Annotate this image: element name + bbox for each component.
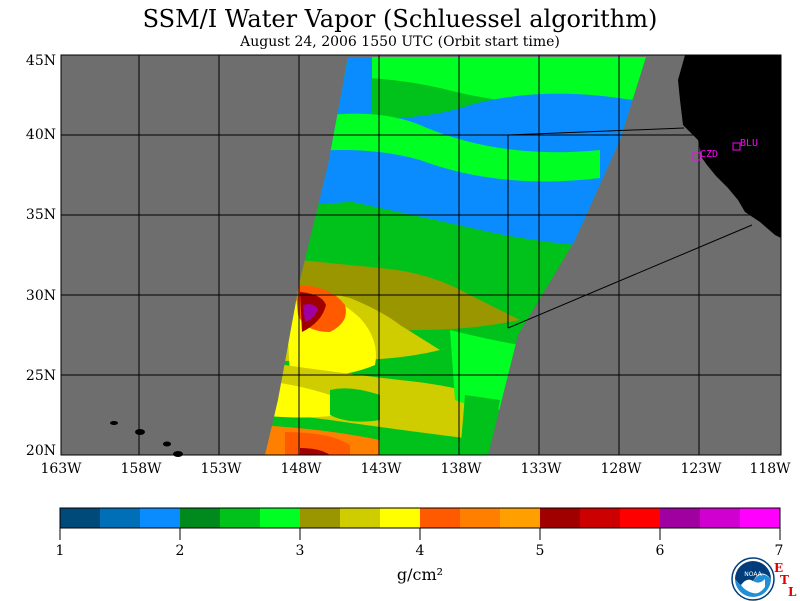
sector-outline: [507, 127, 753, 329]
hawaiian-islands: [110, 421, 183, 457]
colorbar-tick-3: 3: [295, 543, 305, 559]
noaa-logo-text: NOAA: [744, 571, 762, 578]
colorbar-tick-1: 1: [55, 543, 65, 559]
colorbar-swatch: [300, 508, 341, 528]
etl-letter-e: E: [774, 561, 784, 575]
colorbar-tick-6: 6: [655, 543, 665, 559]
lat-lon-grid: [61, 55, 781, 455]
colorbar-units: g/cm²: [396, 565, 444, 584]
lon-label-158w: 158W: [120, 461, 162, 477]
map-title: SSM/I Water Vapor (Schluessel algorithm): [142, 5, 658, 33]
lat-label-35n: 35N: [25, 207, 56, 223]
colorbar-tick-4: 4: [415, 543, 425, 559]
colorbar-swatch: [580, 508, 621, 528]
colorbar-swatch: [380, 508, 421, 528]
lon-label-153w: 153W: [200, 461, 242, 477]
lat-label-30n: 30N: [25, 288, 56, 304]
noaa-logo: NOAA: [731, 557, 775, 601]
lon-label-138w: 138W: [440, 461, 482, 477]
colorbar-swatch: [220, 508, 261, 528]
station-czd-label: CZD: [700, 149, 718, 160]
colorbar-swatch: [60, 508, 101, 528]
colorbar-tick-2: 2: [175, 543, 185, 559]
colorbar-swatch: [100, 508, 141, 528]
map-subtitle: August 24, 2006 1550 UTC (Orbit start ti…: [240, 34, 560, 50]
colorbar: [59, 508, 781, 540]
colorbar-swatch: [500, 508, 541, 528]
lon-label-133w: 133W: [520, 461, 562, 477]
colorbar-swatch: [260, 508, 301, 528]
lat-label-45n: 45N: [25, 53, 56, 69]
colorbar-frame: [59, 507, 781, 529]
colorbar-swatch: [540, 508, 581, 528]
map-frame: [60, 54, 782, 456]
colorbar-swatch: [620, 508, 661, 528]
lon-label-163w: 163W: [40, 461, 82, 477]
colorbar-swatch: [340, 508, 381, 528]
colorbar-swatch: [140, 508, 181, 528]
station-blu-marker: [732, 142, 741, 151]
lon-label-148w: 148W: [280, 461, 322, 477]
station-blu-label: BLU: [740, 138, 758, 149]
colorbar-swatch: [740, 508, 781, 528]
lon-label-143w: 143W: [360, 461, 402, 477]
colorbar-swatch: [660, 508, 701, 528]
etl-letter-l: L: [788, 585, 797, 599]
lat-label-25n: 25N: [25, 368, 56, 384]
colorbar-swatch: [420, 508, 461, 528]
station-markers: CZD BLU: [692, 138, 758, 161]
colorbar-tick-5: 5: [535, 543, 545, 559]
lon-label-118w: 118W: [749, 461, 791, 477]
north-america-land: [678, 55, 781, 238]
colorbar-swatch: [460, 508, 501, 528]
lat-label-40n: 40N: [25, 127, 56, 143]
colorbar-tick-7: 7: [774, 543, 784, 559]
lon-label-123w: 123W: [680, 461, 722, 477]
etl-letter-t: T: [780, 573, 789, 587]
colorbar-swatch: [700, 508, 741, 528]
colorbar-swatch: [180, 508, 221, 528]
lat-label-20n: 20N: [25, 443, 56, 459]
station-czd-marker: [692, 152, 701, 161]
lon-label-128w: 128W: [600, 461, 642, 477]
